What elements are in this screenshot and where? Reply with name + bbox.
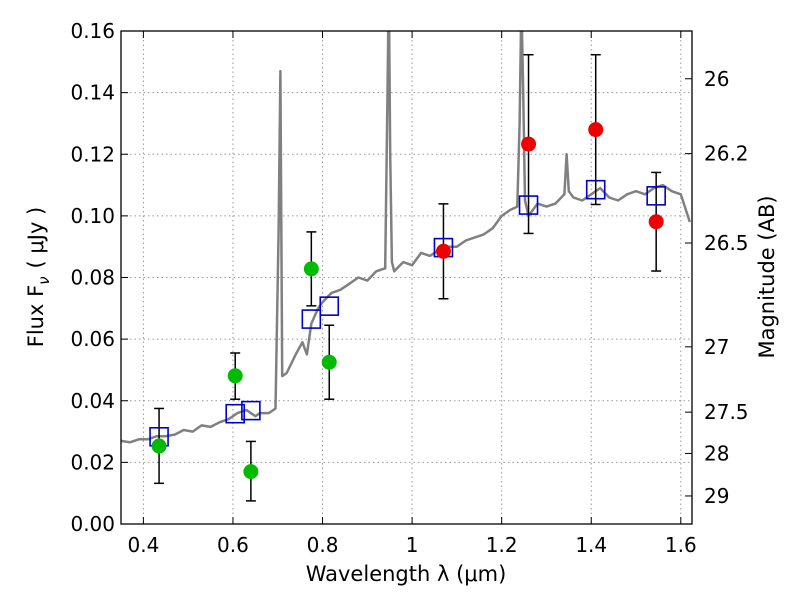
y-tick-label: 0.12	[70, 142, 115, 166]
y2-tick-label: 26.2	[704, 142, 749, 166]
x-tick-label: 0.6	[217, 533, 249, 557]
plot-area	[121, 31, 691, 502]
green-data-point	[227, 368, 243, 384]
y-axis-label-main: Flux F	[24, 285, 48, 347]
y2-tick-label: 29	[704, 484, 729, 508]
model-photometry-box	[319, 296, 340, 316]
green-data-point	[243, 464, 259, 480]
red-data-point	[521, 136, 537, 152]
green-data-point	[303, 261, 319, 277]
y-axis-label-unit: ( μJy )	[24, 207, 48, 269]
grid-lines	[121, 30, 692, 525]
plot-frame	[120, 30, 693, 525]
green-data-point	[151, 438, 167, 454]
y-tick-label: 0.02	[70, 450, 115, 474]
red-data-point	[588, 122, 604, 138]
green-data-point	[321, 354, 337, 370]
model-photometry-box	[225, 403, 245, 424]
model-spectrum-line	[121, 31, 691, 444]
y2-tick-label: 26.5	[704, 231, 749, 255]
y2-tick-label: 26	[704, 67, 729, 91]
y-tick-label: 0.04	[70, 389, 115, 413]
y2-tick-label: 27	[704, 335, 729, 359]
model-photometry-box	[241, 400, 261, 421]
y-tick-label: 0.16	[70, 19, 115, 43]
model-photometry-box	[585, 179, 606, 200]
y-tick-label: 0.10	[70, 204, 115, 228]
red-data-point	[435, 243, 451, 259]
y-axis-label: Flux Fν ( μJy )	[24, 207, 53, 348]
y-tick-label: 0.08	[70, 266, 115, 290]
y2-tick-label: 27.5	[704, 400, 749, 424]
x-tick-label: 1.6	[665, 533, 697, 557]
x-tick-label: 1.4	[575, 533, 607, 557]
model-photometry-box	[646, 186, 666, 206]
model-photometry-box	[301, 309, 322, 329]
model-photometry-box	[518, 195, 539, 215]
y2-tick-label: 28	[704, 441, 729, 465]
y-tick-label: 0.14	[70, 81, 115, 105]
y-tick-label: 0.06	[70, 327, 115, 351]
x-tick-label: 1.2	[486, 533, 518, 557]
x-axis-label: Wavelength λ (μm)	[306, 562, 507, 586]
x-tick-label: 0.4	[127, 533, 159, 557]
tick-labels: 0.4 0.6 0.8 1 1.2 1.4 1.6 0.00 0.02 0.04 0.06 0.08 0…	[70, 19, 748, 557]
x-tick-label: 0.8	[307, 533, 339, 557]
red-data-point	[648, 214, 664, 230]
x-tick-label: 1	[406, 533, 419, 557]
y-tick-label: 0.00	[70, 512, 115, 536]
secondary-y-axis-label: Magnitude (AB)	[755, 195, 779, 358]
y-axis-label-subscript: ν	[35, 276, 53, 284]
